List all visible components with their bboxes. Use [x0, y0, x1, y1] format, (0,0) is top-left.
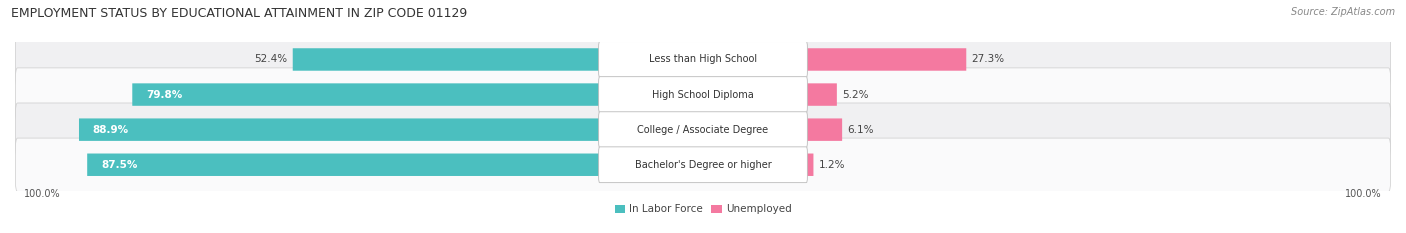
FancyBboxPatch shape — [599, 41, 807, 77]
Text: Source: ZipAtlas.com: Source: ZipAtlas.com — [1291, 7, 1395, 17]
Text: EMPLOYMENT STATUS BY EDUCATIONAL ATTAINMENT IN ZIP CODE 01129: EMPLOYMENT STATUS BY EDUCATIONAL ATTAINM… — [11, 7, 468, 20]
FancyBboxPatch shape — [15, 68, 1391, 121]
Text: College / Associate Degree: College / Associate Degree — [637, 125, 769, 135]
Legend: In Labor Force, Unemployed: In Labor Force, Unemployed — [610, 200, 796, 219]
Text: 27.3%: 27.3% — [972, 55, 1005, 65]
Text: 52.4%: 52.4% — [254, 55, 287, 65]
FancyBboxPatch shape — [87, 154, 600, 176]
FancyBboxPatch shape — [292, 48, 600, 71]
FancyBboxPatch shape — [806, 48, 966, 71]
FancyBboxPatch shape — [599, 77, 807, 113]
Text: Less than High School: Less than High School — [650, 55, 756, 65]
Text: 5.2%: 5.2% — [842, 89, 869, 99]
Text: 6.1%: 6.1% — [848, 125, 875, 135]
FancyBboxPatch shape — [15, 103, 1391, 156]
FancyBboxPatch shape — [15, 33, 1391, 86]
Text: High School Diploma: High School Diploma — [652, 89, 754, 99]
Text: 1.2%: 1.2% — [818, 160, 845, 170]
Text: 88.9%: 88.9% — [93, 125, 129, 135]
Text: 100.0%: 100.0% — [1346, 188, 1382, 199]
Text: 87.5%: 87.5% — [101, 160, 138, 170]
FancyBboxPatch shape — [599, 112, 807, 147]
FancyBboxPatch shape — [806, 154, 814, 176]
Text: 79.8%: 79.8% — [146, 89, 183, 99]
Text: Bachelor's Degree or higher: Bachelor's Degree or higher — [634, 160, 772, 170]
FancyBboxPatch shape — [79, 118, 600, 141]
Text: 100.0%: 100.0% — [24, 188, 60, 199]
FancyBboxPatch shape — [15, 138, 1391, 192]
FancyBboxPatch shape — [132, 83, 600, 106]
FancyBboxPatch shape — [806, 118, 842, 141]
FancyBboxPatch shape — [806, 83, 837, 106]
FancyBboxPatch shape — [599, 147, 807, 183]
